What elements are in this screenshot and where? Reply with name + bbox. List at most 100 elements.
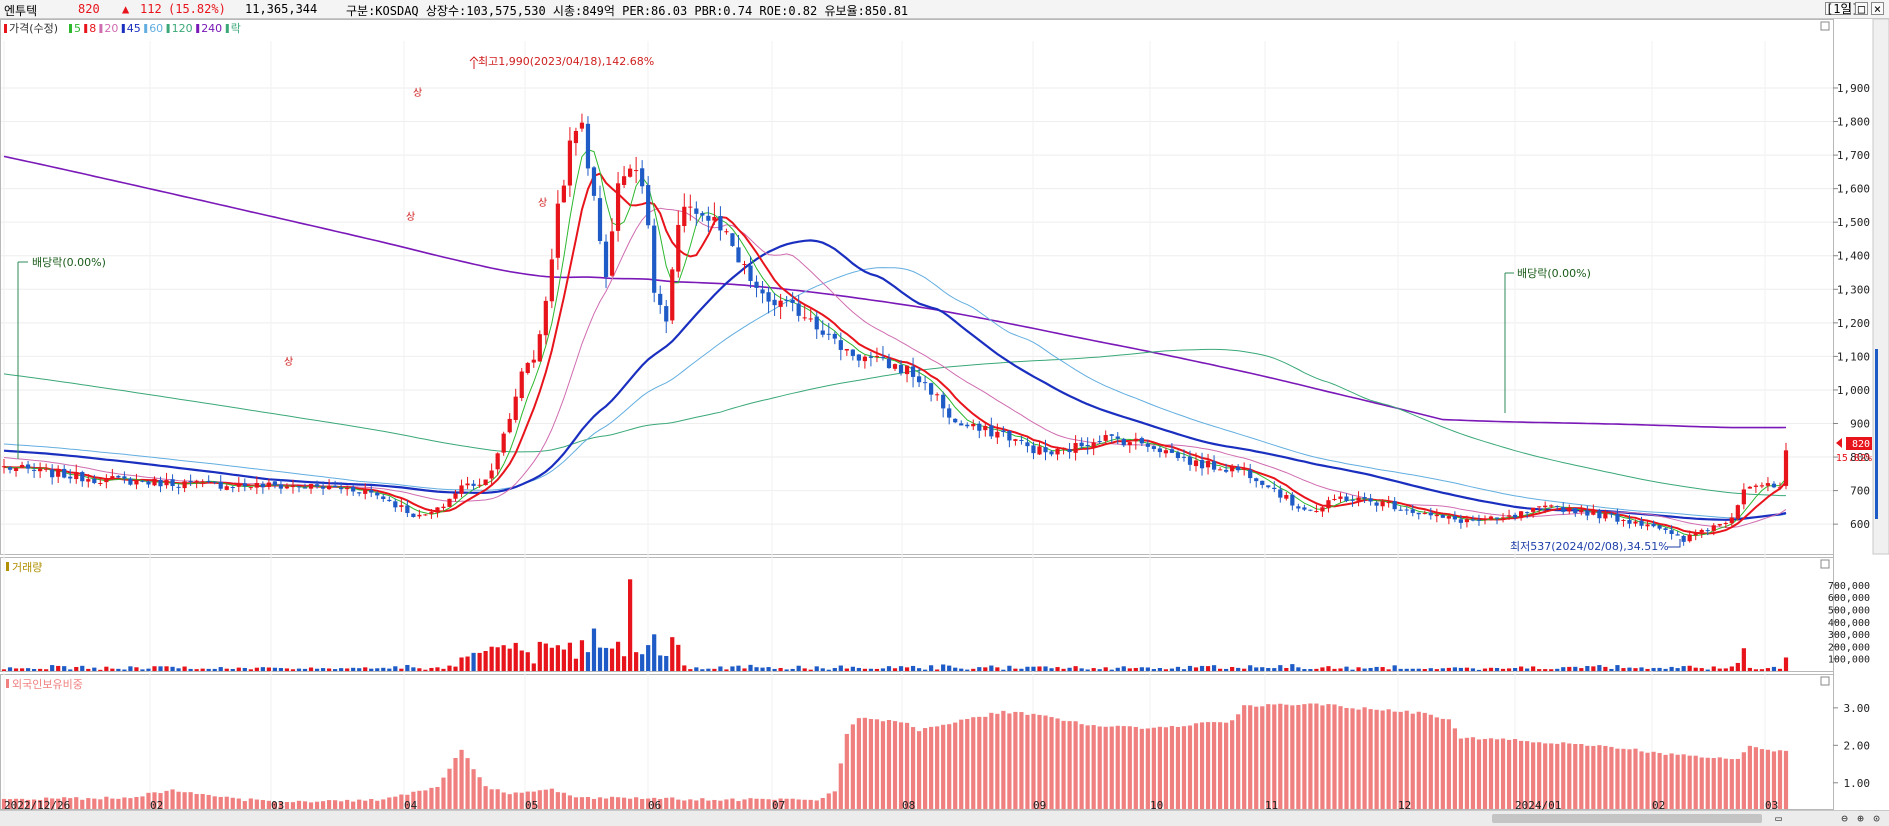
candle-body [104,477,109,483]
candle-body [134,480,139,485]
foreign-ratio-bar [477,777,482,809]
foreign-ratio-bar [886,719,892,809]
volume-bar [411,667,416,671]
foreign-ratio-bar [182,792,187,809]
volume-bar [242,667,247,671]
foreign-panel-maximize-icon[interactable] [1820,676,1830,686]
candle-body [1615,513,1620,522]
close-icon[interactable]: × [1871,2,1884,16]
volume-bar [730,666,735,671]
volume-panel[interactable] [0,557,1834,672]
volume-bar [1747,667,1752,671]
stock-name[interactable]: 엔투텍 [4,4,38,18]
legend-item[interactable]: 가격(수정) [9,22,58,35]
foreign-ratio-bar [1302,704,1307,809]
candle-body [1254,478,1259,482]
horizontal-scrollbar[interactable]: ▭ ⊖ ⊕ ⊙ [0,810,1889,826]
candle-body [1482,518,1488,521]
foreign-ratio-bar [1669,753,1674,809]
candle-body [1007,430,1012,441]
zoom-in-icon[interactable]: ⊕ [1857,812,1864,825]
stock-chart[interactable]: 600 700 800 900 1,000 1,100 1,200 1,300 1,400 1,5… [0,19,1889,810]
volume-bar [1488,667,1494,671]
legend-item[interactable]: 60 [149,22,163,35]
candle-body [278,484,284,489]
foreign-ratio-bar [567,795,573,809]
candle-body [1531,507,1536,512]
legend-item[interactable]: 5 [74,22,81,35]
dividend-marker-1: 배당락(0.00%) [17,256,106,459]
legend-item[interactable]: 8 [89,22,96,35]
foreign-ratio-bar [706,800,711,809]
foreign-ratio-bar [1350,708,1355,809]
candle-body [453,493,458,499]
volume-bar [80,665,85,671]
candle-body [339,487,344,490]
scroll-range-icon[interactable]: ▭ [1775,812,1782,825]
volume-bar [375,668,380,671]
volume-bar [1037,666,1042,671]
candle-body [1175,452,1181,459]
foreign-ratio-bar [724,799,729,809]
zoom-reset-icon[interactable]: ⊙ [1873,812,1880,825]
foreign-ratio-bar [664,797,669,809]
volume-bar [1344,666,1349,671]
candle-body [1260,480,1265,485]
candle-body [808,318,813,320]
volume-panel-maximize-icon[interactable] [1820,559,1830,569]
foreign-ratio-bar [640,798,645,809]
legend-item[interactable]: 20 [104,22,118,35]
volume-bar [561,649,566,671]
legend-item[interactable]: 120 [172,22,193,35]
foreign-ratio-bar [688,799,693,809]
foreign-ratio-bar [1278,703,1283,809]
volume-bar [778,667,783,671]
foreign-ratio-bar [1476,739,1482,809]
volume-bar [597,647,603,671]
volume-bar [935,669,940,671]
period-button[interactable]: [1일] [1825,2,1859,16]
candle-body [959,423,964,426]
foreign-ratio-bar [1458,738,1464,809]
foreign-ratio-bar [152,792,157,809]
price-panel[interactable] [0,19,1834,555]
volume-bar [1073,666,1078,671]
legend-item[interactable]: 락 [231,22,241,35]
foreign-ratio-bar [941,724,946,809]
foreign-ratio-bar [712,799,717,809]
legend-item[interactable]: 45 [127,22,141,35]
candle-body [1392,501,1397,510]
foreign-ratio-bar [1597,745,1602,809]
foreign-ratio-bar [766,799,771,809]
volume-bar [122,669,127,671]
scroll-thumb[interactable] [1492,814,1762,823]
volume-bar [784,669,789,671]
volume-tick-label: 400,000 [1828,618,1870,629]
foreign-ratio-bar [1127,726,1132,809]
volume-bar [1771,666,1777,671]
foreign-ratio-bar [1061,720,1066,809]
maximize-icon[interactable]: □ [1855,2,1868,16]
foreign-ratio-bar [1272,704,1277,809]
foreign-ratio-bar [537,790,542,809]
volume-bar [146,668,151,671]
volume-bar [1543,669,1548,671]
candle-body [1621,520,1626,522]
foreign-ratio-bar [140,796,145,809]
foreign-ratio-bar [1,798,7,809]
foreign-ratio-bar [1314,703,1319,809]
price-panel-maximize-icon[interactable] [1820,21,1830,31]
candle-body [1500,517,1506,519]
candle-body [242,483,247,487]
legend-swatch [69,24,72,33]
volume-bar [236,667,241,671]
volume-bar [302,668,308,671]
zoom-out-icon[interactable]: ⊖ [1841,812,1848,825]
legend-item[interactable]: 240 [201,22,222,35]
candle-body [778,300,783,307]
candle-body [1434,514,1439,517]
volume-bar [1506,668,1512,671]
candle-body [1663,528,1668,531]
volume-bar [1314,668,1319,671]
volume-bar [953,667,958,671]
